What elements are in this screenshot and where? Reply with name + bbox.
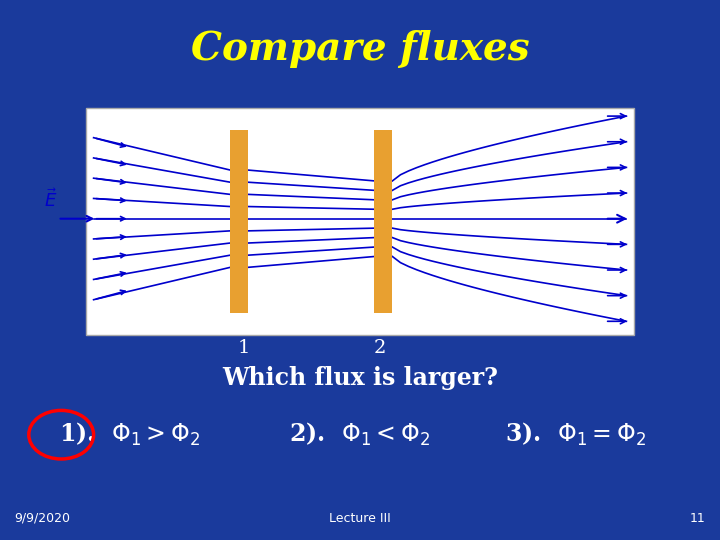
Text: Which flux is larger?: Which flux is larger? — [222, 366, 498, 390]
Text: Compare fluxes: Compare fluxes — [191, 30, 529, 68]
Bar — [374, 130, 392, 313]
FancyBboxPatch shape — [86, 108, 634, 335]
Text: 9/9/2020: 9/9/2020 — [14, 512, 71, 525]
Text: 2: 2 — [373, 339, 386, 357]
Text: 1).  $\Phi_1 > \Phi_2$: 1). $\Phi_1 > \Phi_2$ — [59, 421, 200, 448]
Text: 11: 11 — [690, 512, 706, 525]
Text: Lecture III: Lecture III — [329, 512, 391, 525]
Bar — [230, 130, 248, 313]
Text: 2).  $\Phi_1 < \Phi_2$: 2). $\Phi_1 < \Phi_2$ — [289, 421, 431, 448]
Text: 3).  $\Phi_1 = \Phi_2$: 3). $\Phi_1 = \Phi_2$ — [505, 421, 647, 448]
Text: $\vec{E}$: $\vec{E}$ — [44, 188, 57, 211]
Text: 1: 1 — [238, 339, 251, 357]
